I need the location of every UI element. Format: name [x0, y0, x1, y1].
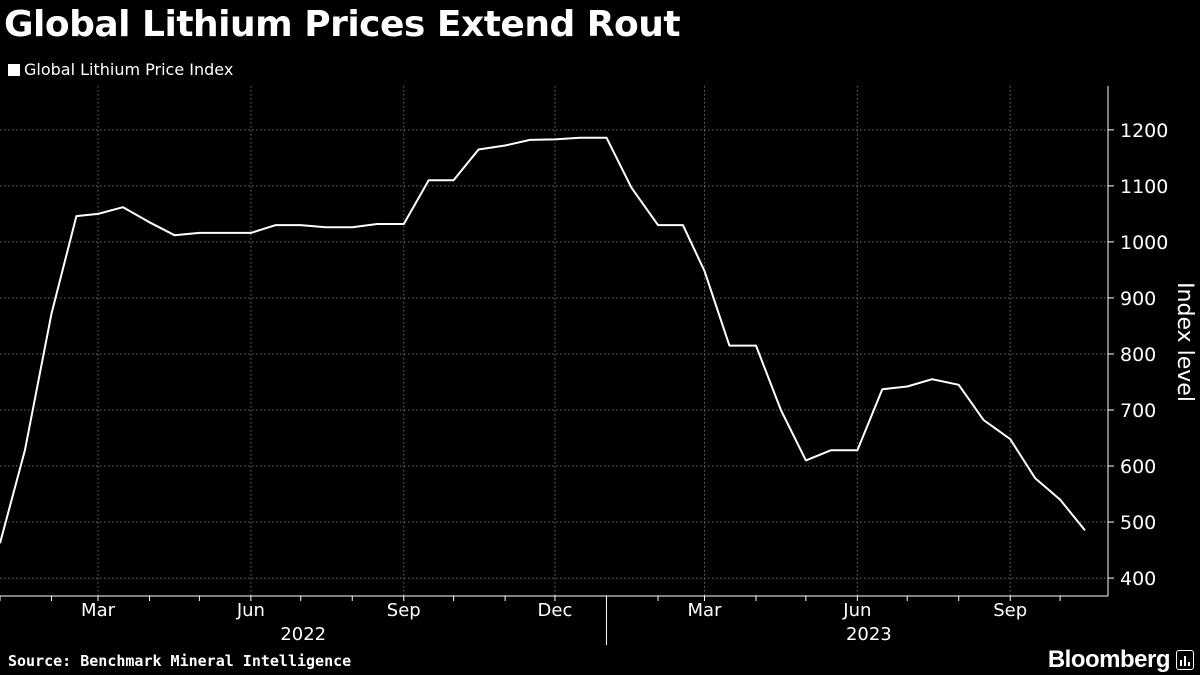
x-tick-label: Dec: [538, 600, 573, 621]
series-layer: [0, 136, 1086, 544]
axes: 400 500 600 700 800 900 1000 1100 1200 Mar Jun Sep D…: [0, 86, 1168, 645]
y-tick-label: 1100: [1120, 176, 1168, 198]
series-line: [0, 136, 1086, 544]
x-tick-label: Jun: [842, 600, 871, 621]
legend-swatch: [8, 63, 20, 76]
y-tick-label: 700: [1120, 400, 1156, 422]
y-tick-label: 600: [1120, 456, 1156, 478]
x-tick-label: Mar: [688, 600, 723, 621]
brand-text: Bloomberg: [1047, 646, 1171, 673]
x-tick-label: Sep: [993, 600, 1027, 621]
y-tick-label: 800: [1120, 344, 1156, 366]
chart-title: Global Lithium Prices Extend Rout: [4, 4, 681, 45]
x-tick-label: Jun: [236, 600, 265, 621]
y-tick-label: 400: [1120, 568, 1156, 590]
year-label: 2022: [280, 624, 326, 645]
x-tick-label: Sep: [387, 600, 421, 621]
bloomberg-chart-icon: [1176, 650, 1194, 670]
y-axis-label: Index level: [1172, 282, 1197, 402]
y-tick-label: 1000: [1120, 232, 1168, 254]
y-tick-label: 900: [1120, 288, 1156, 310]
year-label: 2023: [846, 624, 892, 645]
grid-lines: [0, 86, 1108, 596]
y-tick-label: 500: [1120, 512, 1156, 534]
legend-label: Global Lithium Price Index: [24, 60, 234, 79]
x-tick-label: Mar: [81, 600, 116, 621]
bloomberg-logo: Bloomberg: [1048, 646, 1194, 674]
y-tick-label: 1200: [1120, 120, 1168, 142]
source-note: Source: Benchmark Mineral Intelligence: [8, 652, 352, 670]
legend: Global Lithium Price Index: [8, 60, 233, 79]
